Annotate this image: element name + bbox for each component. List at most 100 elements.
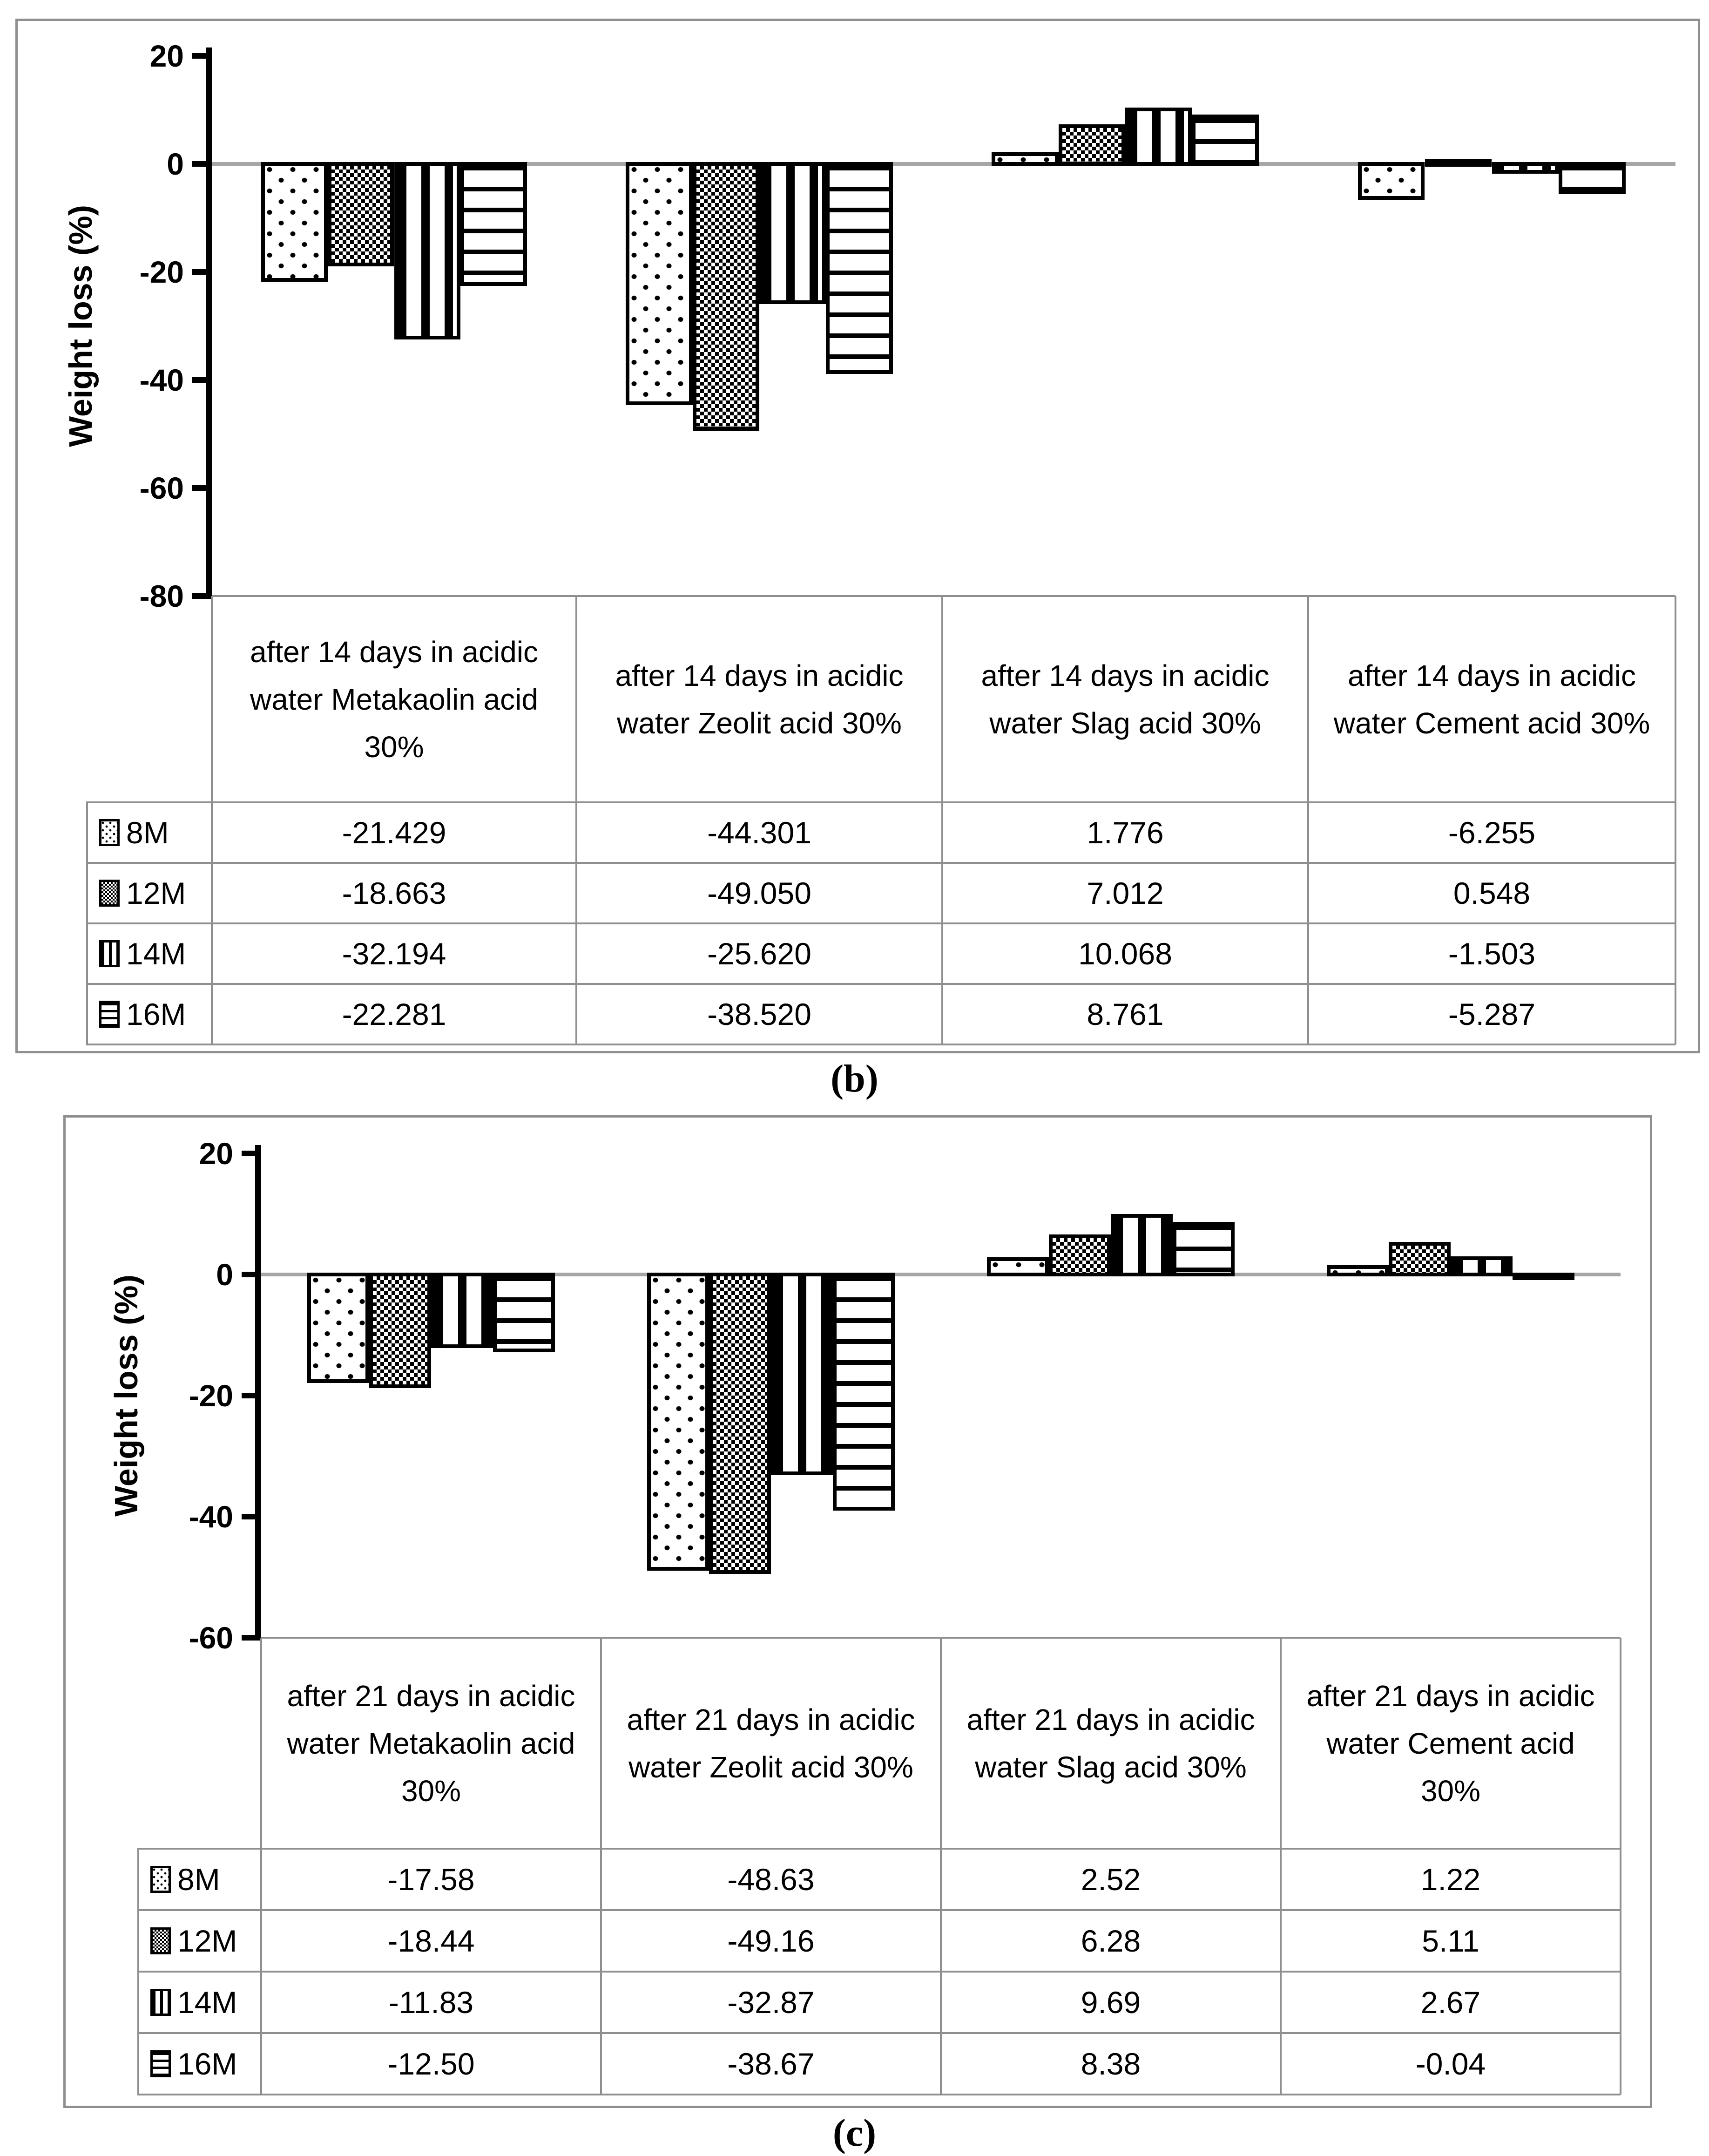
value-cell-14M-cat4: -1.503 (1448, 936, 1536, 971)
value-cell-12M-cat3: 6.28 (1081, 1924, 1141, 1958)
category-header-cell: after 14 days in acidic water Metakaolin… (250, 635, 538, 764)
bar-12M-cat3 (1058, 124, 1125, 166)
bar-8M-cat4 (1326, 1265, 1389, 1276)
bar-14M-cat1 (394, 162, 461, 340)
series-name: 8M (177, 1862, 220, 1897)
value-cell-14M-cat2: -32.87 (727, 1985, 815, 2020)
y-tick-label: -40 (189, 1499, 233, 1534)
zero-gridline (212, 162, 1675, 166)
value-cell-12M-cat1: -18.44 (387, 1924, 475, 1958)
table-border (137, 2094, 1621, 2095)
value-cell-12M-cat4: 0.548 (1453, 876, 1531, 910)
panel-b-chart: Weight loss (%) 20 0 -20 -40 -60 -80 after 14 d… (15, 19, 1700, 1053)
y-tick-label: -60 (189, 1620, 233, 1655)
bar-8M-cat1 (307, 1273, 369, 1383)
legend-key-8M-icon (99, 819, 120, 846)
value-cell-8M-cat4: -6.255 (1448, 815, 1536, 850)
bar-14M-cat2 (771, 1273, 833, 1476)
bar-16M-cat2 (833, 1273, 895, 1511)
table-border (211, 596, 213, 1044)
table-border (1675, 596, 1676, 1044)
table-border (600, 1638, 602, 2095)
legend-key-8M-icon (150, 1866, 171, 1893)
value-cell-14M-cat1: -11.83 (388, 1985, 474, 2020)
y-tick-label: 20 (199, 1136, 233, 1171)
table-border (575, 596, 577, 1044)
value-cell-16M-cat2: -38.520 (707, 997, 811, 1031)
value-cell-8M-cat4: 1.22 (1420, 1862, 1481, 1897)
table-border (212, 595, 1675, 597)
table-border (1280, 1638, 1282, 2095)
value-cell-14M-cat1: -32.194 (342, 936, 446, 971)
category-header-cell: after 14 days in acidic water Slag acid … (981, 658, 1270, 740)
series-row-label: 12M (99, 863, 212, 923)
series-name: 16M (126, 997, 186, 1031)
value-cell-16M-cat1: -22.281 (342, 997, 446, 1031)
y-tick-label: 20 (149, 39, 184, 73)
bar-12M-cat2 (709, 1273, 771, 1574)
table-border (137, 1909, 1621, 1911)
y-tick-label: -80 (139, 579, 184, 613)
legend-key-14M-icon (99, 940, 120, 967)
value-cell-14M-cat4: 2.67 (1420, 1985, 1481, 2020)
table-border (941, 596, 943, 1044)
y-axis-line (255, 1145, 261, 1638)
bar-12M-cat2 (692, 162, 759, 431)
value-cell-16M-cat4: -5.287 (1448, 997, 1536, 1031)
table-border (940, 1638, 942, 2095)
series-name: 16M (177, 2047, 237, 2081)
value-cell-14M-cat2: -25.620 (707, 936, 811, 971)
bar-12M-cat4 (1388, 1241, 1451, 1276)
bar-14M-cat3 (1111, 1214, 1173, 1276)
bar-12M-cat4 (1425, 159, 1492, 167)
y-tick-label: 0 (216, 1257, 233, 1292)
value-cell-12M-cat4: 5.11 (1422, 1924, 1479, 1958)
legend-key-14M-icon (150, 1989, 171, 2016)
y-tick-label: -20 (139, 255, 184, 289)
bar-16M-cat1 (460, 162, 527, 286)
category-header-cell: after 21 days in acidic water Cement aci… (1306, 1679, 1595, 1808)
value-cell-12M-cat2: -49.050 (707, 876, 811, 910)
value-cell-12M-cat3: 7.012 (1087, 876, 1164, 910)
figure-label-b: (b) (831, 1057, 878, 1100)
series-row-label: 8M (99, 802, 212, 863)
series-row-label: 8M (150, 1849, 261, 1910)
bar-16M-cat1 (493, 1273, 555, 1352)
table-border (86, 983, 1675, 985)
table-border (137, 1849, 139, 2095)
series-name: 12M (126, 876, 186, 910)
bar-8M-cat2 (647, 1273, 709, 1571)
series-name: 8M (126, 815, 169, 850)
legend-key-12M-icon (150, 1927, 171, 1954)
bar-12M-cat1 (327, 162, 394, 267)
value-cell-8M-cat3: 2.52 (1081, 1862, 1141, 1897)
value-cell-14M-cat3: 10.068 (1078, 936, 1172, 971)
legend-key-16M-icon (99, 1001, 120, 1028)
value-cell-12M-cat1: -18.663 (342, 876, 446, 910)
series-row-label: 14M (99, 923, 212, 984)
bar-16M-cat4 (1559, 162, 1626, 195)
bar-12M-cat3 (1048, 1234, 1111, 1276)
value-cell-8M-cat2: -44.301 (707, 815, 811, 850)
table-border (86, 922, 1675, 924)
series-row-label: 14M (150, 1972, 261, 2033)
category-header-cell: after 14 days in acidic water Cement aci… (1333, 658, 1650, 740)
bar-14M-cat1 (431, 1273, 493, 1348)
y-axis-line (206, 47, 212, 596)
bar-8M-cat3 (986, 1257, 1049, 1276)
y-tick-label: 0 (167, 147, 184, 181)
zero-gridline (261, 1273, 1621, 1276)
table-border (86, 801, 1675, 803)
bar-14M-cat3 (1125, 108, 1192, 166)
bar-8M-cat3 (992, 152, 1059, 166)
value-cell-8M-cat1: -17.58 (387, 1862, 475, 1897)
value-cell-16M-cat1: -12.50 (387, 2047, 475, 2081)
series-row-label: 12M (150, 1910, 261, 1972)
series-name: 12M (177, 1924, 237, 1958)
category-header-cell: after 21 days in acidic water Metakaolin… (287, 1679, 575, 1808)
table-border (1307, 596, 1309, 1044)
category-header-cell: after 14 days in acidic water Zeolit aci… (615, 658, 904, 740)
value-cell-8M-cat3: 1.776 (1087, 815, 1164, 850)
y-tick-label: -20 (189, 1378, 233, 1413)
value-cell-14M-cat3: 9.69 (1081, 1985, 1141, 2020)
